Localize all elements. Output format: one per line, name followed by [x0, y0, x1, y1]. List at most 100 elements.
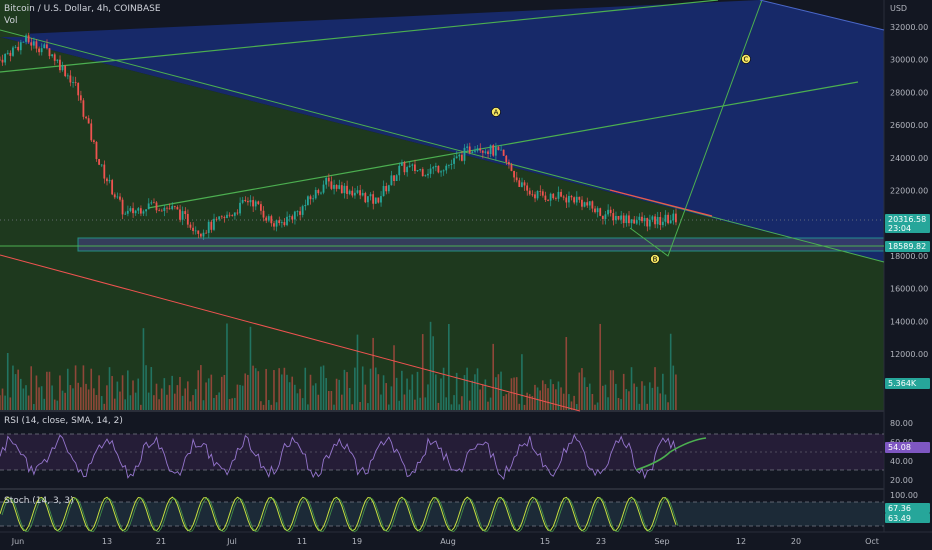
candle-body	[320, 192, 322, 194]
volume-bar	[638, 403, 641, 410]
candle-body	[301, 206, 304, 215]
volume-bar	[56, 400, 59, 410]
volume-bar	[463, 375, 466, 410]
volume-bar	[249, 326, 252, 410]
candle-body	[299, 211, 301, 215]
price-candles	[0, 32, 677, 241]
candle-body	[612, 213, 615, 221]
price-axis-tick: 12000.00	[890, 350, 928, 359]
volume-bar	[121, 375, 124, 410]
candle-body	[429, 168, 432, 174]
candle-body	[411, 164, 414, 166]
green-zone	[0, 37, 884, 410]
volume-bar	[351, 404, 354, 410]
volume-bar	[236, 384, 239, 410]
volume-bar	[80, 387, 82, 410]
volume-bar	[46, 371, 48, 410]
volume-bar	[304, 367, 307, 410]
candle-body	[479, 148, 482, 151]
volume-bar	[500, 371, 502, 410]
candle-body	[61, 65, 64, 71]
candle-body	[432, 167, 435, 169]
candle-body	[601, 215, 604, 219]
candle-body	[492, 145, 495, 156]
candle-body	[513, 170, 515, 178]
candle-body	[126, 210, 129, 214]
candle-body	[53, 54, 56, 61]
price-axis-tick: 24000.00	[890, 154, 928, 163]
candle-body	[400, 162, 403, 166]
candle-body	[374, 197, 377, 204]
candle-body	[471, 151, 474, 153]
volume-bar	[416, 371, 419, 410]
volume-bar	[630, 367, 633, 410]
volume-bar	[408, 389, 411, 410]
candle-body	[0, 59, 1, 61]
candle-body	[139, 208, 142, 214]
volume-bar	[648, 382, 651, 410]
volume-bar	[288, 382, 291, 410]
candle-body	[145, 209, 147, 212]
candle-body	[327, 177, 330, 182]
candle-body	[643, 218, 646, 222]
badge-background	[885, 214, 930, 233]
candle-body	[500, 149, 502, 151]
candle-body	[387, 185, 390, 192]
candle-body	[186, 214, 189, 225]
volume-bar	[573, 395, 575, 410]
price-axis-tick: 28000.00	[890, 88, 928, 97]
volume-bar	[327, 391, 330, 410]
price-axis-tick: 16000.00	[890, 285, 928, 294]
volume-bar	[207, 378, 210, 410]
volume-bar	[333, 404, 335, 410]
candle-body	[408, 165, 411, 167]
volume-bar	[528, 394, 531, 410]
stoch-d-badge: 63.49	[885, 513, 930, 523]
candle-body	[468, 146, 471, 153]
volume-bar	[299, 388, 301, 410]
volume-bar	[521, 354, 523, 410]
volume-bar	[531, 395, 534, 410]
candle-body	[549, 193, 552, 201]
volume-bar	[361, 366, 364, 410]
candle-body	[620, 215, 622, 220]
candle-body	[9, 52, 12, 56]
candle-body	[168, 208, 171, 210]
candle-body	[395, 175, 398, 182]
volume-bar	[218, 392, 220, 410]
candle-body	[453, 158, 455, 164]
candle-body	[176, 207, 179, 210]
candle-body	[393, 175, 395, 182]
volume-bar	[348, 387, 351, 410]
volume-bar	[461, 396, 463, 410]
candle-body	[116, 196, 119, 198]
candle-body	[45, 44, 48, 49]
candle-body	[155, 202, 158, 211]
volume-bar	[523, 404, 526, 410]
candle-body	[573, 197, 576, 203]
candle-body	[560, 191, 562, 197]
candle-body	[171, 206, 174, 210]
volume-bar	[675, 374, 677, 410]
candle-body	[265, 217, 268, 221]
candle-body	[262, 210, 265, 218]
candle-body	[494, 147, 497, 156]
candle-body	[659, 216, 662, 226]
candle-body	[340, 185, 343, 194]
candle-body	[12, 47, 14, 56]
rsi-badge: 54.08	[885, 442, 930, 453]
candle-body	[119, 196, 121, 200]
volume-bar	[594, 404, 596, 410]
volume-bar	[346, 372, 348, 410]
candle-body	[205, 232, 207, 234]
candle-body	[466, 146, 468, 148]
candle-body	[43, 44, 46, 49]
candle-body	[588, 201, 591, 206]
volume-bar	[202, 400, 205, 410]
candle-body	[335, 184, 338, 189]
candle-body	[1, 59, 4, 63]
volume-bar	[487, 401, 489, 410]
candle-body	[66, 75, 69, 77]
candle-body	[346, 185, 348, 194]
time-axis-label: 23	[596, 537, 606, 546]
